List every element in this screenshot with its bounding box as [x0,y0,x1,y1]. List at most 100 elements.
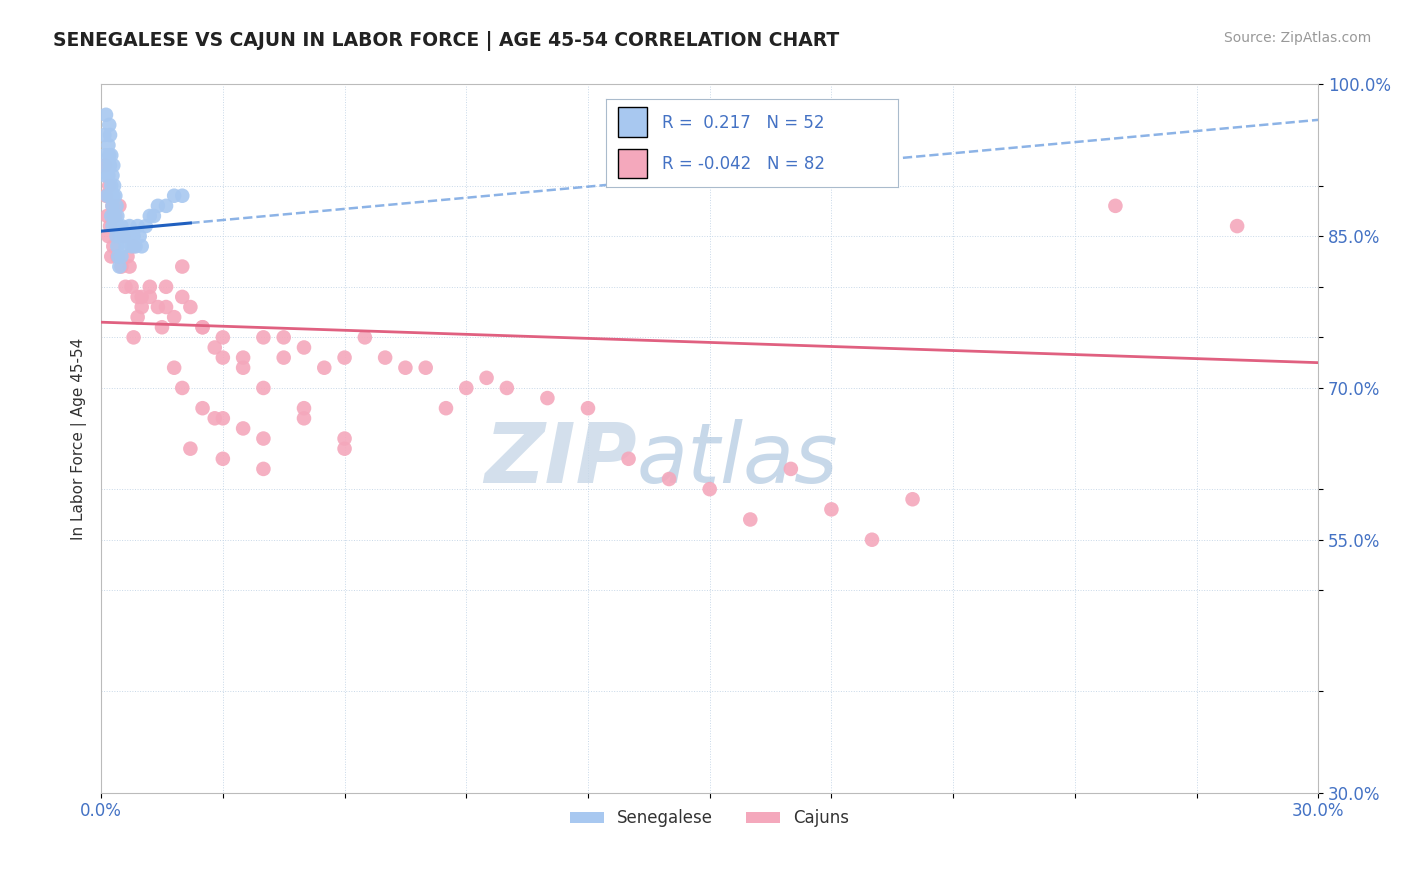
Point [131,239,153,253]
Point [135,219,157,233]
Point [97,138,120,153]
Point [146,300,169,314]
Point [100,209,122,223]
Point [101,199,124,213]
Point [122,239,145,253]
Point [104,219,127,233]
Point [98,178,121,193]
Point [105,199,128,213]
Point [103,178,125,193]
Point [127,219,149,233]
Point [740,512,762,526]
Point [292,411,315,425]
Point [314,360,336,375]
Point [576,401,599,416]
Point [211,330,233,344]
Text: atlas: atlas [637,419,838,500]
Text: Source: ZipAtlas.com: Source: ZipAtlas.com [1223,31,1371,45]
Point [94,188,117,202]
Point [98,148,121,162]
Point [1104,199,1126,213]
Point [131,300,153,314]
Point [127,310,149,325]
Point [108,199,131,213]
Point [333,351,356,365]
Point [204,341,226,355]
Point [121,280,143,294]
Point [374,351,396,365]
Point [104,209,127,223]
Point [139,280,162,294]
Point [163,360,186,375]
Point [96,188,118,202]
Point [191,320,214,334]
Point [273,351,295,365]
Point [107,249,129,263]
Point [124,239,146,253]
Point [121,239,143,253]
Point [112,229,135,244]
Point [96,158,118,172]
Point [292,341,315,355]
Point [456,381,478,395]
Point [128,229,150,244]
Point [118,219,141,233]
Point [107,219,129,233]
Point [699,482,721,496]
Point [163,310,186,325]
Point [94,148,117,162]
Point [103,209,125,223]
Point [353,330,375,344]
Point [122,229,145,244]
Point [333,432,356,446]
Point [94,158,117,172]
Point [105,209,128,223]
Point [103,188,125,202]
Legend: Senegalese, Cajuns: Senegalese, Cajuns [564,803,856,834]
Point [100,178,122,193]
Point [117,249,139,263]
Point [179,300,201,314]
Point [97,169,120,183]
Point [93,128,115,142]
Point [232,351,254,365]
Point [103,158,125,172]
Point [617,451,640,466]
Point [110,249,132,263]
Point [415,360,437,375]
Point [191,320,214,334]
Point [98,158,121,172]
Point [110,260,132,274]
Text: ZIP: ZIP [484,419,637,500]
Point [105,249,128,263]
Point [105,229,128,244]
Point [94,169,117,183]
Point [139,209,162,223]
Point [114,239,136,253]
Text: SENEGALESE VS CAJUN IN LABOR FORCE | AGE 45-54 CORRELATION CHART: SENEGALESE VS CAJUN IN LABOR FORCE | AGE… [53,31,839,51]
Point [108,229,131,244]
Point [97,229,120,244]
Point [860,533,883,547]
Point [179,442,201,456]
Point [146,199,169,213]
Point [211,451,233,466]
Point [901,492,924,507]
Point [658,472,681,486]
Point [98,219,121,233]
Point [252,432,274,446]
Point [100,148,122,162]
Point [112,229,135,244]
Point [117,229,139,244]
Point [98,188,121,202]
Point [101,219,124,233]
Point [211,351,233,365]
Point [100,249,122,263]
Point [122,330,145,344]
Point [104,188,127,202]
Point [101,199,124,213]
Point [118,260,141,274]
Point [172,188,194,202]
Point [98,118,121,132]
Point [108,260,131,274]
